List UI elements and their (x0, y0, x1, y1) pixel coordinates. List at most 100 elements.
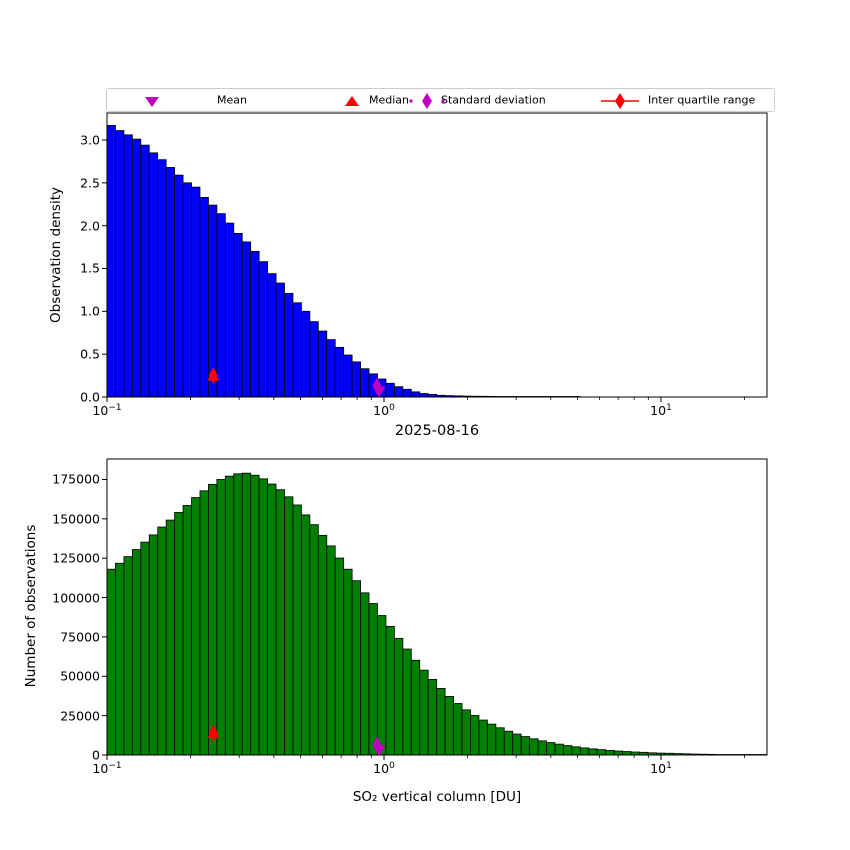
histogram-bar (174, 174, 184, 398)
y-tick-label: 75000 (60, 629, 100, 645)
histogram-bar (486, 723, 497, 756)
histogram-bar (216, 213, 226, 398)
histogram-bar (317, 330, 328, 398)
histogram-bar (275, 489, 285, 756)
histogram-bar (106, 568, 116, 756)
histogram-bar (419, 669, 429, 756)
x-tick-label: 100 (373, 761, 395, 777)
histogram-bar (182, 182, 192, 398)
histogram-bar (208, 483, 218, 756)
mean-marker (372, 386, 386, 398)
histogram-bar (131, 138, 142, 398)
histogram-bar (148, 534, 159, 756)
histogram-bar (622, 751, 632, 756)
histogram-bar (301, 310, 311, 398)
axes-frame (106, 112, 768, 398)
histogram-bar (613, 750, 624, 756)
histogram-bar (368, 603, 378, 756)
histogram-bar (216, 479, 226, 756)
histogram-bar (241, 472, 252, 756)
y-tick-label: 0 (92, 747, 100, 763)
histogram-bar (165, 166, 176, 398)
histogram-bar (478, 719, 488, 756)
histogram-bar (115, 130, 125, 398)
histogram-bar (199, 196, 209, 398)
legend-label-mean: Mean (217, 93, 247, 107)
histogram-bar (596, 749, 607, 756)
histogram-bar (292, 302, 302, 398)
histogram-bar (140, 541, 150, 756)
histogram-bar (140, 144, 150, 398)
histogram-bar (334, 346, 345, 398)
std-deviation-diamond-dotted-icon (409, 93, 445, 109)
histogram-bar (503, 730, 514, 756)
histogram-bar (191, 186, 201, 398)
histogram-bar (309, 321, 319, 398)
histogram-bar (275, 282, 285, 398)
histogram-bar (385, 625, 395, 756)
histogram-bar (258, 261, 268, 398)
x-tick-label: 101 (650, 761, 672, 777)
histogram-bar (571, 746, 581, 756)
histogram-bar (410, 659, 421, 756)
histogram-bar (529, 738, 539, 756)
histogram-bar (309, 524, 319, 756)
y-tick-label: 150000 (52, 511, 100, 527)
histogram-bar (157, 159, 167, 398)
iqr-marker (208, 367, 218, 385)
histogram-bar (495, 727, 505, 756)
x-tick-label: 100 (373, 403, 395, 419)
histogram-bar (360, 368, 370, 398)
histogram-bar (224, 475, 235, 756)
histogram-bar (233, 473, 243, 756)
histogram-bar (165, 519, 176, 756)
legend-label-iqr: Inter quartile range (648, 93, 756, 107)
histogram-bar (520, 736, 531, 756)
histogram-bar (436, 688, 446, 756)
histogram-bar (157, 526, 167, 756)
histogram-bar (343, 568, 353, 756)
histogram-bar (199, 490, 209, 756)
histogram-bar (444, 696, 454, 756)
y-tick-label: 1.5 (80, 260, 100, 276)
histogram-bar (182, 505, 192, 756)
histogram-bar (250, 250, 260, 398)
y-tick-label: 25000 (60, 708, 100, 724)
histogram-bar (360, 592, 370, 756)
histogram-bar (351, 361, 361, 398)
histogram-bar (334, 557, 345, 756)
y-tick-label: 2.5 (80, 175, 100, 191)
y-tick-label: 175000 (52, 471, 100, 487)
legend-label-median: Median (369, 93, 410, 107)
histogram-bar (402, 388, 412, 398)
histogram-bar (317, 534, 328, 756)
y-tick-label: 1.0 (80, 303, 100, 319)
histogram-bar (301, 514, 311, 756)
legend: Mean Median Standard deviation Inter qua… (106, 88, 775, 112)
histogram-bar (453, 703, 463, 756)
histogram-bar (258, 478, 268, 756)
histogram-bar (106, 125, 116, 398)
mean-marker (372, 745, 386, 757)
y-tick-label: 50000 (60, 668, 100, 684)
histogram-bar (241, 241, 252, 398)
histogram-bar (461, 709, 471, 756)
y-tick-label: 0.0 (80, 389, 100, 405)
y-tick-label: 2.0 (80, 218, 100, 234)
histogram-bar (284, 496, 294, 756)
legend-label-std: Standard deviation (441, 93, 546, 107)
iqr-diamond-line-icon (601, 93, 639, 109)
histogram-bar (174, 511, 184, 756)
y-tick-label: 0.5 (80, 346, 100, 362)
histogram-bar (326, 339, 336, 398)
histogram-bar (393, 637, 404, 756)
histogram-bar (115, 562, 125, 756)
histogram-bar (123, 556, 133, 756)
x-tick-label: 10−1 (92, 761, 122, 777)
histogram-bar (402, 648, 412, 756)
histogram-bar (410, 391, 421, 398)
histogram-bar (250, 474, 260, 756)
histogram-bar (208, 204, 218, 398)
histogram-bar (377, 615, 387, 756)
